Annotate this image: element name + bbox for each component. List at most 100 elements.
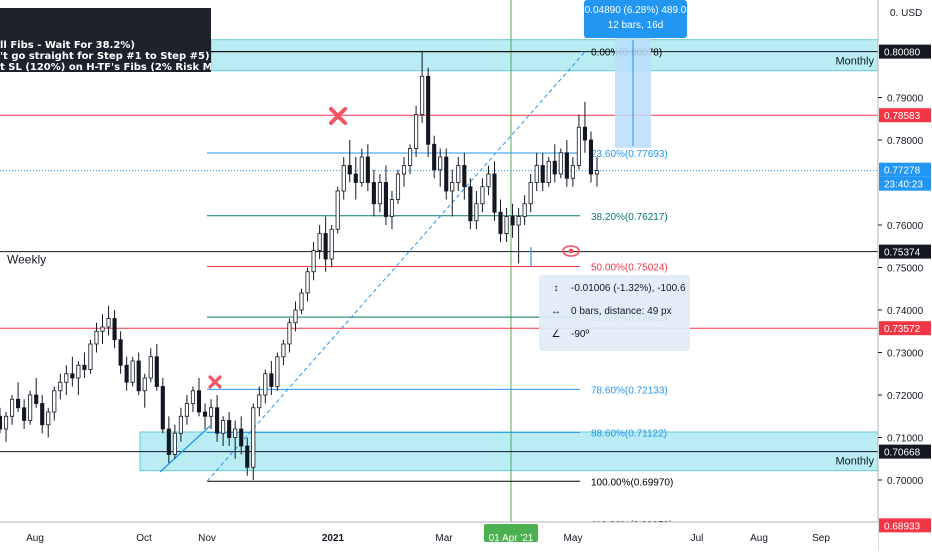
drawings-layer [159,38,651,482]
candle-body [498,211,503,234]
y-tick-label: 0.78000 [887,136,924,147]
candle-body [305,271,310,294]
price-badge-label: 0.68933 [884,521,921,532]
candle-body [227,420,232,438]
candle-body [184,403,189,417]
candle-body [148,356,153,379]
price-badge [879,108,931,123]
note-line: 't go straight for Step #1 to Step #5) [0,51,210,62]
candle-body [522,203,527,217]
crosshair-date-label: 01 Apr '21 [489,533,534,544]
price-badge-label: 0.78583 [884,111,921,122]
candle-body [582,126,587,141]
candle-body [112,318,117,341]
markers-layer [208,107,580,389]
price-badge-label: 0.73572 [884,324,921,335]
x-tick-label: Oct [136,533,152,544]
candle-body [166,428,171,455]
measure-angle-text: -90º [571,328,590,340]
x-tick-label: Sep [812,533,830,544]
candle-body [371,182,376,205]
fib-level-label: 38.20%(0.76217) [591,212,668,223]
candle-body [100,326,105,332]
candle-body [588,139,594,175]
zone-label: Monthly [835,56,874,68]
y-tick-label: 0.79000 [887,94,924,105]
candle-body [401,165,407,175]
y-tick-label: 0.71000 [887,434,924,445]
candle-body [329,228,334,260]
level-label: Weekly [7,253,46,267]
candle-body [10,398,15,417]
y-tick-label: 0.75000 [887,264,924,275]
price-badge-label: 0.80080 [884,48,921,59]
candle-body [516,216,521,226]
candle-body [462,165,467,188]
price-badge [879,44,931,59]
measure-bars-row: ↔ 0 bars, distance: 49 px [549,303,672,319]
trend-line [159,425,211,473]
candle-body [594,170,600,175]
candle-body [456,165,461,183]
candle-body [552,160,557,175]
currency-label: 0. USD [890,8,922,19]
candle-body [136,360,141,392]
measure-bars-text: 0 bars, distance: 49 px [571,305,672,317]
candle-body [94,330,99,345]
price-badge-label: 0.77278 [884,166,921,177]
candle-body [480,186,485,205]
candle-body [414,114,419,149]
x-tick-label: Aug [26,533,44,544]
candle-body [323,233,328,260]
candle-body [576,126,581,166]
fib-level-label: 23.60%(0.77693) [591,149,668,160]
candle-body [196,390,202,413]
candle-body [359,156,364,183]
candle-body [76,364,81,379]
candle-body [528,182,533,205]
price-range-label[interactable]: 0.04890 (6.28%) 489.0 12 bars, 16d [584,0,687,38]
candle-body [383,182,388,217]
candle-body [0,415,3,430]
candle-body [468,186,473,222]
candle-body [64,373,69,383]
candle-body [28,394,33,421]
candle-body [365,156,370,183]
eye-pupil [568,248,574,254]
price-badge-label: 0.70668 [884,448,921,459]
candle-body [408,148,413,166]
candle-body [202,411,208,417]
candle-body [510,216,515,226]
x-tick-label: Mar [435,533,453,544]
candle-body [426,75,431,145]
candle-body [444,156,449,192]
candle-body [293,309,298,324]
candle-body [88,343,93,370]
y-tick-label: 0.76000 [887,221,924,232]
candle-body [118,339,123,366]
candle-body [70,373,75,379]
zone-label: Monthly [835,456,874,468]
candle-body [534,165,539,183]
candle-body [492,173,497,213]
candle-body [215,407,220,434]
range-line-bars: 12 bars, 16d [607,20,664,31]
candle-body [142,377,147,392]
eye-outline [562,245,580,257]
fib-trend-line [206,51,586,482]
range-line-price: 0.04890 (6.28%) 489.0 [584,5,687,16]
candle-body [251,407,256,468]
note-line: ll Fibs - Wait For 38.2%) [0,40,135,51]
candle-body [377,182,382,205]
candle-body [46,411,51,426]
candle-body [124,364,129,383]
time-axis-background [0,522,878,550]
y-tick-label: 0.73000 [887,349,924,360]
measure-tooltip: ↕ -0.01006 (-1.32%), -100.6 ↔ 0 bars, di… [539,275,690,351]
candle-body [317,233,322,251]
x-tick-label: Nov [198,533,216,544]
candle-body [287,322,292,345]
